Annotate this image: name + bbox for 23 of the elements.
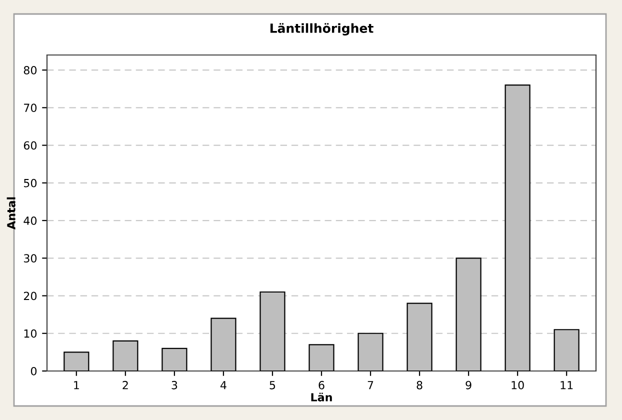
y-tick-label: 0 — [30, 366, 37, 376]
x-tick-label: 8 — [416, 380, 422, 390]
x-tick-label: 2 — [122, 380, 128, 390]
y-tick-label: 20 — [24, 292, 37, 300]
x-tick-label: 11 — [560, 381, 573, 390]
y-tick-label: 40 — [24, 216, 37, 225]
y-tick-label: 10 — [24, 329, 37, 338]
x-tick-label: 6 — [318, 380, 324, 390]
y-tick-label: 60 — [24, 141, 37, 150]
x-tick-label: 5 — [270, 381, 276, 390]
y-tick-label: 80 — [24, 66, 37, 74]
x-axis-title: Län — [311, 392, 332, 402]
chart-title: Läntillhörighet — [270, 23, 374, 36]
y-tick-label: 50 — [24, 178, 37, 188]
y-tick-label: 70 — [24, 104, 37, 112]
y-tick-label: 30 — [24, 254, 37, 263]
x-tick-label: 3 — [172, 380, 178, 390]
x-tick-label: 10 — [512, 380, 524, 390]
y-axis-title: Antal — [6, 197, 16, 230]
x-tick-label: 7 — [368, 381, 374, 390]
x-tick-label: 4 — [220, 381, 226, 390]
x-tick-label: 9 — [466, 380, 472, 390]
x-tick-label: 1 — [74, 381, 79, 390]
